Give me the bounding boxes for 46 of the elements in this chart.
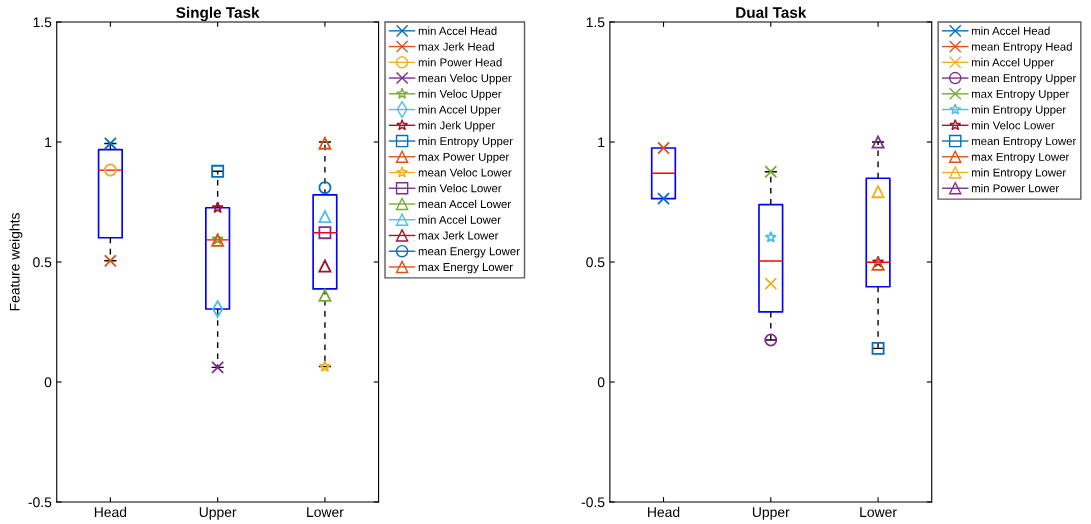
chart-title: Single Task	[176, 6, 260, 22]
y-tick-label: 1.5	[33, 17, 52, 28]
legend-label: min Jerk Upper	[418, 121, 496, 132]
x-tick-label: Head	[648, 506, 680, 518]
legend-label: min Power Lower	[971, 183, 1059, 193]
chart-title: Dual Task	[736, 6, 807, 18]
y-tick-label: 0.5	[33, 257, 52, 268]
y-tick-label: 1.5	[586, 17, 605, 28]
y-tick-label: -0.5	[28, 497, 52, 508]
legend-label: max Power Upper	[418, 152, 509, 164]
legend-label: mean Veloc Lower	[418, 168, 512, 177]
x-tick-label: Lower	[860, 507, 897, 518]
y-axis-title: Feature weights	[9, 213, 23, 311]
legend-label: min Veloc Lower	[418, 183, 502, 193]
legend-label: min Entropy Lower	[971, 168, 1066, 179]
legend-label: mean Entropy Head	[971, 42, 1072, 53]
legend-label: max Jerk Head	[418, 42, 494, 51]
legend-label: mean Veloc Upper	[418, 73, 512, 85]
legend-label: max Jerk Lower	[418, 231, 499, 240]
x-tick-label: Upper	[752, 507, 790, 520]
y-tick-label: 0	[597, 377, 605, 388]
legend-label: mean Energy Lower	[418, 247, 520, 258]
x-tick-label: Head	[94, 506, 127, 518]
legend-label: max Entropy Upper	[971, 89, 1070, 101]
legend-label: min Accel Upper	[971, 58, 1054, 69]
y-tick-label: 0.5	[586, 257, 605, 268]
y-tick-label: 1	[45, 137, 52, 148]
legend-label: min Veloc Lower	[971, 121, 1055, 130]
legend-label: min Accel Head	[971, 26, 1050, 35]
legend-label: mean Accel Lower	[418, 199, 511, 209]
legend-label: min Accel Lower	[418, 215, 501, 224]
legend-label: min Entropy Upper	[418, 136, 513, 148]
legend-label: min Power Head	[418, 58, 502, 67]
y-tick-label: 0	[44, 377, 52, 388]
legend-label: max Entropy Lower	[971, 152, 1070, 164]
y-tick-label: -0.5	[581, 497, 605, 508]
legend-label: max Energy Lower	[418, 263, 513, 274]
legend-label: min Accel Head	[418, 26, 497, 35]
y-tick-label: 1	[598, 137, 605, 148]
legend-label: mean Entropy Upper	[971, 74, 1077, 85]
legend-label: min Accel Upper	[418, 105, 501, 116]
legend-label: min Entropy Upper	[971, 105, 1066, 116]
legend-label: mean Entropy Lower	[971, 137, 1077, 148]
legend-label: min Veloc Upper	[418, 89, 502, 101]
x-tick-label: Lower	[307, 507, 344, 518]
x-tick-label: Upper	[199, 507, 237, 520]
